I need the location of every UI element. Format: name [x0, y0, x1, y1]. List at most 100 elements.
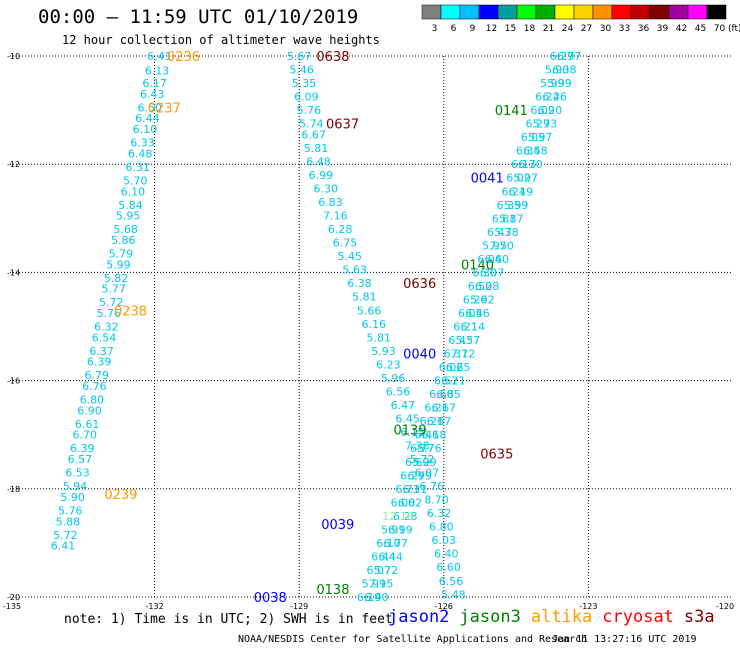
wave-height-value: 6.26 — [463, 293, 488, 306]
wave-height-value: 5.99 — [504, 199, 529, 212]
wave-height-value: 6.47 — [391, 399, 416, 412]
wave-height-value: 6.20 — [538, 104, 563, 117]
wave-height-value: 6.85 — [436, 388, 461, 401]
wave-height-value: 6.28 — [393, 510, 418, 523]
wave-height-value: 6.30 — [473, 266, 498, 279]
wave-height-value: 6.10 — [376, 537, 401, 550]
wave-height-value: 6.44 — [371, 550, 396, 563]
wave-height-value: 5.99 — [106, 258, 131, 271]
wave-height-value: 6.07 — [415, 467, 440, 480]
wave-height-value: 5.97 — [513, 172, 538, 185]
wave-height-value: 5.99 — [362, 577, 387, 590]
wave-height-value: 6.61 — [75, 418, 100, 431]
wave-height-value: 5.74 — [299, 118, 324, 131]
colorbar-label: 18 — [524, 24, 536, 34]
wave-height-value: 6.81 — [492, 212, 517, 225]
wave-height-value: 6.41 — [147, 50, 172, 63]
wave-height-value: 6.03 — [432, 534, 457, 547]
colorbar-label: 45 — [695, 24, 706, 34]
wave-height-value: 6.41 — [51, 540, 76, 553]
wave-height-value: 5.95 — [116, 210, 141, 223]
wave-height-value: 6.26 — [542, 91, 567, 104]
wave-height-value: 6.57 — [434, 375, 459, 388]
wave-height-value: 6.15 — [400, 426, 425, 439]
pass-time-label: 0635 — [480, 448, 513, 463]
wave-height-value: 6.48 — [306, 155, 331, 168]
pass-time-label: 0237 — [148, 101, 181, 116]
wave-height-value: 6.34 — [516, 145, 541, 158]
wave-height-value: 5.92 — [470, 293, 495, 306]
wave-height-value: 5.46 — [289, 64, 314, 77]
wave-height-value: 6.69 — [405, 456, 430, 469]
wave-height-value: 6.40 — [485, 253, 510, 266]
wave-height-value: 7.16 — [323, 210, 348, 223]
wave-height-value: 5.94 — [63, 480, 88, 493]
page-subtitle: 12 hour collection of altimeter wave hei… — [62, 33, 380, 47]
pass-time-label: 0138 — [316, 583, 349, 598]
pass-time-label: 0236 — [167, 50, 200, 65]
y-tick-label: -20 — [7, 593, 20, 602]
pass-time-label: 0038 — [254, 591, 287, 606]
wave-height-value: 6.79 — [407, 469, 432, 482]
colorbar-label: 39 — [657, 24, 669, 34]
wave-height-value: 5.76 — [97, 307, 122, 320]
wave-height-value: 6.37 — [89, 345, 114, 358]
wave-height-value: 7.12 — [451, 348, 476, 361]
colorbar-label: 33 — [619, 24, 630, 34]
wave-height-value: 5.88 — [56, 515, 81, 528]
wave-height-value: 6.21 — [441, 375, 466, 388]
colorbar-label: 36 — [638, 24, 650, 34]
wave-height-value: 6.21 — [453, 321, 478, 334]
wave-height-value: 6.44 — [379, 550, 404, 563]
satellite-legend-cryosat: cryosat — [602, 607, 674, 627]
colorbar-label: 42 — [676, 24, 687, 34]
x-tick-label: -132 — [146, 602, 164, 611]
wave-height-value: 5.77 — [101, 283, 126, 296]
wave-height-value: 6.57 — [68, 453, 93, 466]
wave-height-value: 5.72 — [374, 564, 399, 577]
wave-height-value: 6.10 — [121, 185, 146, 198]
wave-height-value: 6.35 — [497, 199, 522, 212]
footnote: note: 1) Time is in UTC; 2) SWH is in fe… — [64, 612, 393, 627]
wave-height-value: 5.81 — [366, 331, 391, 344]
satellite-legend-jason3: jason3 — [459, 607, 521, 627]
wave-height-value: 6.33 — [130, 137, 155, 150]
wave-height-value: 6.07 — [480, 266, 505, 279]
wave-height-value: 5.67 — [287, 50, 312, 63]
x-tick-label: -129 — [290, 602, 308, 611]
wave-height-value: 5.63 — [342, 264, 367, 277]
wave-height-value: 7.50 — [489, 239, 514, 252]
wave-height-value: 6.09 — [530, 104, 555, 117]
wave-height-value: 6.54 — [92, 331, 117, 344]
wave-height-value: 6.38 — [552, 64, 577, 77]
y-tick-label: -10 — [7, 52, 20, 61]
wave-height-value: 5.97 — [528, 131, 553, 144]
wave-height-value: 6.02 — [439, 361, 464, 374]
wave-height-value: 6.32 — [427, 507, 452, 520]
wave-height-value: 5.76 — [297, 104, 322, 117]
wave-height-value: 6.67 — [301, 128, 326, 141]
wave-height-value: 6.50 — [468, 280, 493, 293]
map-grid — [10, 55, 733, 598]
wave-height-value: 5.78 — [494, 226, 519, 239]
wave-height-value: 6.99 — [388, 523, 413, 536]
wave-height-value: 5.72 — [410, 453, 435, 466]
pass-time-label: 0637 — [326, 118, 359, 133]
wave-height-value: 6.77 — [383, 537, 408, 550]
pass-time-label: 0140 — [461, 258, 494, 273]
wave-height-value: 5.66 — [357, 304, 382, 317]
wave-height-value: 6.27 — [550, 50, 575, 63]
wave-height-value: 6.50 — [138, 101, 163, 114]
pass-time-label: 0139 — [394, 423, 427, 438]
wave-height-value: 6.19 — [509, 185, 534, 198]
credit-line: NOAA/NESDIS Center for Satellite Applica… — [238, 634, 588, 645]
colorbar-label: 9 — [470, 24, 476, 34]
colorbar-label: 27 — [581, 24, 592, 34]
pass-time-label: 0239 — [104, 488, 137, 503]
pass-time-label: 0141 — [495, 104, 528, 119]
wave-height-value: 5.76 — [417, 442, 442, 455]
wave-height-value: 6.40 — [364, 591, 389, 604]
wave-height-value: 6.60 — [436, 561, 461, 574]
